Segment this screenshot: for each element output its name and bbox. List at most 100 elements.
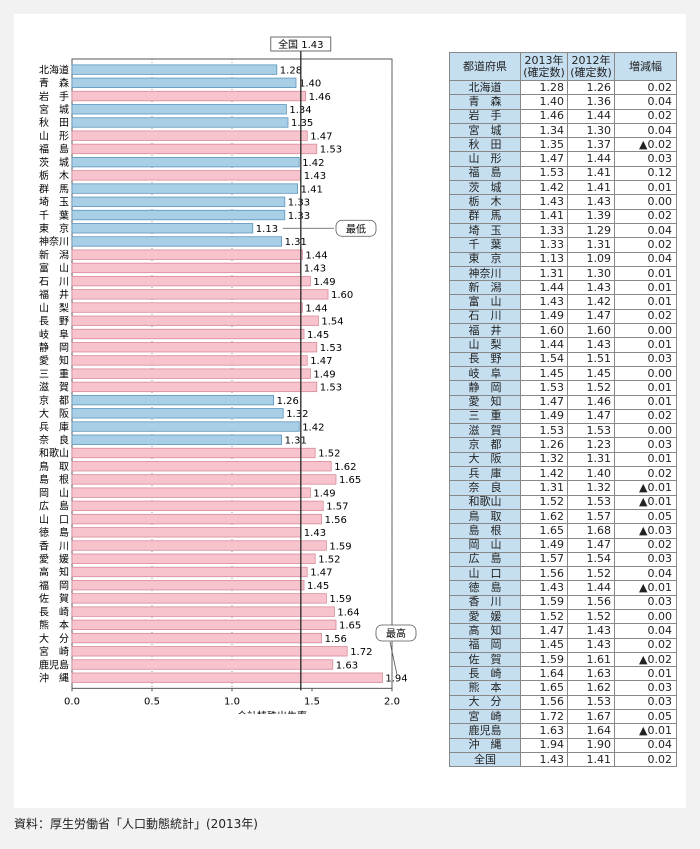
bar xyxy=(71,421,300,432)
value-cell: 0.03 xyxy=(614,437,677,453)
data-label: 1.35 xyxy=(291,118,313,129)
bar xyxy=(71,104,287,115)
value-cell: 0.01 xyxy=(614,337,677,353)
bar xyxy=(71,593,327,604)
data-label: 1.45 xyxy=(307,330,329,341)
prefecture-cell: 北海道 xyxy=(449,79,521,96)
data-label: 1.49 xyxy=(313,277,335,288)
value-cell: 1.40 xyxy=(567,466,615,482)
data-label: 1.65 xyxy=(339,475,361,486)
prefecture-cell: 沖 縄 xyxy=(449,737,521,753)
value-cell: 1.53 xyxy=(520,423,568,439)
table-row: 広 島 1.57 1.54 0.03 xyxy=(449,551,677,568)
value-cell: 1.32 xyxy=(520,451,568,468)
data-label: 1.47 xyxy=(310,568,332,579)
data-label: 1.47 xyxy=(310,131,332,142)
value-cell: 1.43 xyxy=(567,337,615,353)
table-row: 山 梨 1.44 1.43 0.01 xyxy=(449,337,677,353)
x-tick-label: 0.5 xyxy=(144,696,160,707)
value-cell: 0.00 xyxy=(614,365,677,382)
value-cell: 1.56 xyxy=(520,566,568,582)
prefecture-cell: 和歌山 xyxy=(449,494,521,510)
value-cell: 1.53 xyxy=(520,380,568,396)
bar xyxy=(71,77,297,88)
value-cell: 1.90 xyxy=(567,737,615,753)
bar xyxy=(71,461,332,472)
category-label: 山 口 xyxy=(39,514,69,526)
category-label: 鳥 取 xyxy=(39,460,69,473)
data-label: 1.28 xyxy=(280,65,302,76)
bar xyxy=(71,659,334,670)
category-label: 長 崎 xyxy=(39,605,69,618)
table-row: 宮 崎 1.72 1.67 0.05 xyxy=(449,709,677,725)
prefecture-cell: 岡 山 xyxy=(449,537,521,553)
min-callout-box xyxy=(335,219,377,237)
category-label: 大 分 xyxy=(39,632,69,645)
value-cell: 1.32 xyxy=(567,480,615,496)
value-cell: 1.34 xyxy=(520,122,568,139)
prefecture-cell: 鳥 取 xyxy=(449,508,521,525)
value-cell: 1.65 xyxy=(520,523,568,539)
max-callout-pointer xyxy=(389,641,398,675)
prefecture-cell: 山 口 xyxy=(449,566,521,582)
data-label: 1.52 xyxy=(318,555,340,566)
value-cell: 1.60 xyxy=(520,323,568,339)
value-cell: 1.72 xyxy=(520,709,568,725)
x-tick-label: 0.0 xyxy=(64,696,80,707)
value-cell: 1.37 xyxy=(567,137,615,153)
bar xyxy=(71,632,323,644)
table-row: 茨 城 1.42 1.41 0.01 xyxy=(449,180,677,196)
data-label: 1.44 xyxy=(305,303,327,314)
table-row: 香 川 1.59 1.56 0.03 xyxy=(449,594,677,610)
prefecture-cell: 新 潟 xyxy=(449,280,521,296)
table-row: 岩 手 1.46 1.44 0.02 xyxy=(449,108,677,124)
value-cell: 0.04 xyxy=(614,566,677,582)
value-cell: 0.02 xyxy=(614,208,677,224)
prefecture-cell: 香 川 xyxy=(449,594,521,610)
value-cell: 1.61 xyxy=(567,651,615,668)
value-cell: 1.59 xyxy=(520,651,568,668)
prefecture-cell: 長 崎 xyxy=(449,666,521,682)
data-label: 1.63 xyxy=(336,660,358,671)
table-row: 長 野 1.54 1.51 0.03 xyxy=(449,351,677,367)
value-cell: 0.03 xyxy=(614,551,677,568)
prefecture-cell: 青 森 xyxy=(449,94,521,110)
table-row: 佐 賀 1.59 1.61 ▲0.02 xyxy=(449,651,677,668)
value-cell: 1.44 xyxy=(567,108,615,124)
category-label: 富 山 xyxy=(39,262,69,275)
value-cell: 0.00 xyxy=(614,423,677,439)
value-cell: 1.26 xyxy=(567,79,615,96)
category-label: 奈 良 xyxy=(39,434,69,447)
prefecture-cell: 全国 xyxy=(449,751,521,768)
table-row: 富 山 1.43 1.42 0.01 xyxy=(449,294,677,310)
value-cell: 0.01 xyxy=(614,294,677,310)
value-cell: 1.40 xyxy=(520,94,568,110)
prefecture-cell: 高 知 xyxy=(449,623,521,639)
value-cell: 1.53 xyxy=(520,165,568,182)
value-cell: 1.62 xyxy=(567,680,615,696)
category-label: 大 阪 xyxy=(39,407,69,420)
value-cell: 0.04 xyxy=(614,222,677,239)
value-cell: ▲0.02 xyxy=(614,137,677,153)
category-label: 愛 知 xyxy=(39,354,69,367)
table-row: 島 根 1.65 1.68 ▲0.03 xyxy=(449,523,677,539)
category-label: 青 森 xyxy=(39,77,69,90)
category-label: 福 島 xyxy=(39,143,69,156)
bar xyxy=(71,408,284,419)
value-cell: 1.57 xyxy=(567,508,615,525)
category-label: 島 根 xyxy=(39,473,69,486)
value-cell: 0.01 xyxy=(614,394,677,410)
value-cell: 1.62 xyxy=(520,508,568,525)
value-cell: 1.54 xyxy=(520,351,568,367)
data-label: 1.57 xyxy=(326,502,348,513)
value-cell: 1.65 xyxy=(520,680,568,696)
value-cell: 0.03 xyxy=(614,594,677,610)
bar xyxy=(71,289,329,300)
prefecture-cell: 愛 知 xyxy=(449,394,521,410)
category-label: 北海道 xyxy=(39,63,69,76)
category-label: 山 形 xyxy=(39,130,69,142)
prefecture-cell: 広 島 xyxy=(449,551,521,568)
value-cell: 1.64 xyxy=(520,666,568,682)
data-label: 1.59 xyxy=(329,541,351,552)
